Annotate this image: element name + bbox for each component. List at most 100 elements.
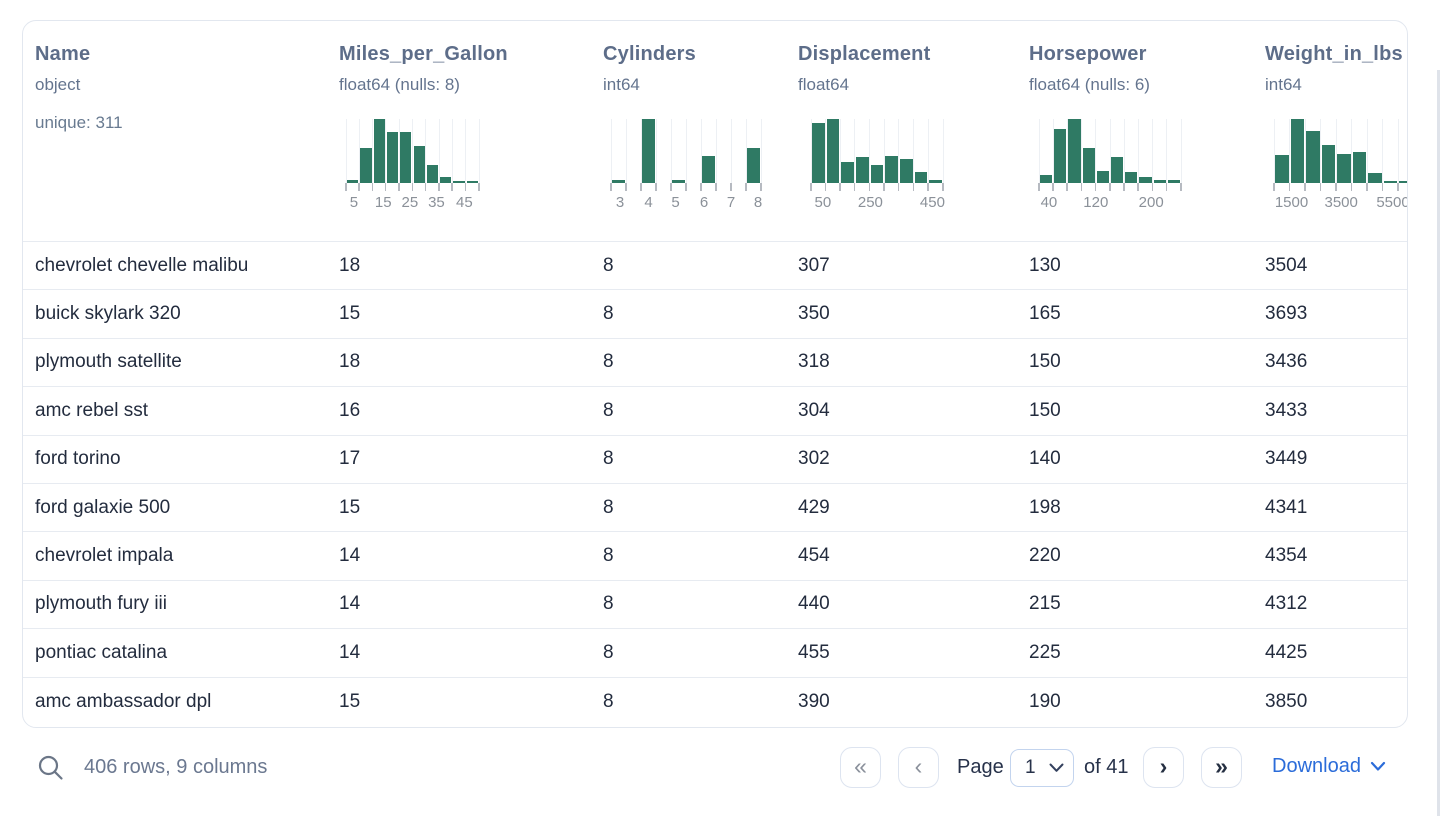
- cell-weight[interactable]: 3504: [1265, 254, 1308, 276]
- table-row[interactable]: amc rebel sst 16 8 304 150 3433: [23, 387, 1407, 436]
- cell-displacement[interactable]: 302: [798, 448, 830, 470]
- column-header-displacement[interactable]: Displacement float64 50 250 450: [786, 21, 1017, 241]
- cell-weight[interactable]: 3693: [1265, 303, 1308, 325]
- cell-miles-per-gallon[interactable]: 15: [339, 496, 361, 518]
- download-button[interactable]: Download: [1272, 755, 1386, 778]
- cell-cylinders[interactable]: 8: [603, 496, 614, 518]
- cell-displacement[interactable]: 454: [798, 545, 830, 567]
- table-row[interactable]: ford torino 17 8 302 140 3449: [23, 436, 1407, 484]
- cell-miles-per-gallon[interactable]: 14: [339, 641, 361, 663]
- page-count-label: of 41: [1084, 756, 1129, 778]
- cell-cylinders[interactable]: 8: [603, 593, 614, 615]
- column-header-horsepower[interactable]: Horsepower float64 (nulls: 6) 40 120 200: [1017, 21, 1253, 241]
- cell-name[interactable]: ford galaxie 500: [35, 496, 171, 518]
- cell-cylinders[interactable]: 8: [603, 303, 614, 325]
- cell-name[interactable]: plymouth satellite: [35, 351, 182, 373]
- cell-name[interactable]: chevrolet chevelle malibu: [35, 254, 249, 276]
- table-row[interactable]: buick skylark 320 15 8 350 165 3693: [23, 290, 1407, 339]
- cell-displacement[interactable]: 304: [798, 399, 830, 421]
- column-title: Miles_per_Gallon: [339, 43, 508, 65]
- table-row[interactable]: chevrolet chevelle malibu 18 8 307 130 3…: [23, 242, 1407, 291]
- cell-horsepower[interactable]: 225: [1029, 641, 1061, 663]
- cell-displacement[interactable]: 350: [798, 303, 830, 325]
- cell-weight[interactable]: 3433: [1265, 399, 1308, 421]
- table-row[interactable]: pontiac catalina 14 8 455 225 4425: [23, 629, 1407, 678]
- page-number-select[interactable]: 1: [1010, 749, 1074, 787]
- cell-cylinders[interactable]: 8: [603, 254, 614, 276]
- cell-weight[interactable]: 3850: [1265, 690, 1308, 712]
- next-page-button[interactable]: ›: [1143, 747, 1184, 788]
- column-header-weight-in-lbs[interactable]: Weight_in_lbs int64 1500 3500 5500: [1253, 21, 1407, 241]
- column-title: Horsepower: [1029, 43, 1147, 65]
- row-column-summary: 406 rows, 9 columns: [84, 756, 268, 778]
- cell-horsepower[interactable]: 215: [1029, 593, 1061, 615]
- horsepower-histogram: 40 120 200: [1038, 119, 1182, 212]
- cell-miles-per-gallon[interactable]: 17: [339, 448, 361, 470]
- cell-miles-per-gallon[interactable]: 15: [339, 303, 361, 325]
- cell-horsepower[interactable]: 190: [1029, 690, 1061, 712]
- table-header-row: Name object unique: 311 Miles_per_Gallon…: [23, 21, 1407, 242]
- cell-name[interactable]: amc rebel sst: [35, 399, 148, 421]
- cell-displacement[interactable]: 440: [798, 593, 830, 615]
- cell-weight[interactable]: 3436: [1265, 351, 1308, 373]
- cell-horsepower[interactable]: 150: [1029, 399, 1061, 421]
- cell-displacement[interactable]: 455: [798, 641, 830, 663]
- cell-cylinders[interactable]: 8: [603, 399, 614, 421]
- cell-displacement[interactable]: 390: [798, 690, 830, 712]
- cell-miles-per-gallon[interactable]: 18: [339, 254, 361, 276]
- cell-cylinders[interactable]: 8: [603, 641, 614, 663]
- search-icon[interactable]: [36, 753, 66, 783]
- cell-miles-per-gallon[interactable]: 14: [339, 593, 361, 615]
- cell-displacement[interactable]: 429: [798, 496, 830, 518]
- cell-horsepower[interactable]: 220: [1029, 545, 1061, 567]
- column-title: Displacement: [798, 43, 931, 65]
- cell-miles-per-gallon[interactable]: 18: [339, 351, 361, 373]
- table-row[interactable]: plymouth satellite 18 8 318 150 3436: [23, 339, 1407, 388]
- cell-weight[interactable]: 3449: [1265, 448, 1308, 470]
- cell-cylinders[interactable]: 8: [603, 351, 614, 373]
- table-body: chevrolet chevelle malibu 18 8 307 130 3…: [23, 242, 1407, 726]
- table-row[interactable]: plymouth fury iii 14 8 440 215 4312: [23, 581, 1407, 630]
- column-title: Cylinders: [603, 43, 696, 65]
- cell-miles-per-gallon[interactable]: 14: [339, 545, 361, 567]
- cell-weight[interactable]: 4312: [1265, 593, 1308, 615]
- cell-weight[interactable]: 4425: [1265, 641, 1308, 663]
- cell-horsepower[interactable]: 140: [1029, 448, 1061, 470]
- table-row[interactable]: ford galaxie 500 15 8 429 198 4341: [23, 484, 1407, 533]
- cell-name[interactable]: pontiac catalina: [35, 641, 168, 663]
- column-dtype: object: [35, 75, 81, 94]
- cell-name[interactable]: amc ambassador dpl: [35, 690, 212, 712]
- cell-name[interactable]: plymouth fury iii: [35, 593, 167, 615]
- column-unique-count: unique: 311: [35, 113, 123, 132]
- cell-cylinders[interactable]: 8: [603, 545, 614, 567]
- last-page-button[interactable]: »: [1201, 747, 1242, 788]
- cell-displacement[interactable]: 318: [798, 351, 830, 373]
- first-page-button[interactable]: «: [840, 747, 881, 788]
- previous-page-button[interactable]: ‹: [898, 747, 939, 788]
- column-header-miles-per-gallon[interactable]: Miles_per_Gallon float64 (nulls: 8) 5 15 2…: [327, 21, 591, 241]
- cell-name[interactable]: chevrolet impala: [35, 545, 174, 567]
- cell-displacement[interactable]: 307: [798, 254, 830, 276]
- cell-horsepower[interactable]: 130: [1029, 254, 1061, 276]
- column-dtype: float64 (nulls: 6): [1029, 75, 1150, 94]
- table-row[interactable]: amc ambassador dpl 15 8 390 190 3850: [23, 678, 1407, 726]
- cell-horsepower[interactable]: 198: [1029, 496, 1061, 518]
- adjacent-panel-edge: [1437, 70, 1440, 816]
- cell-weight[interactable]: 4341: [1265, 496, 1308, 518]
- cell-cylinders[interactable]: 8: [603, 690, 614, 712]
- cell-cylinders[interactable]: 8: [603, 448, 614, 470]
- cell-name[interactable]: buick skylark 320: [35, 303, 181, 325]
- cell-name[interactable]: ford torino: [35, 448, 121, 470]
- cell-miles-per-gallon[interactable]: 15: [339, 690, 361, 712]
- data-table-card: Name object unique: 311 Miles_per_Gallon…: [22, 20, 1408, 728]
- column-dtype: int64: [603, 75, 640, 94]
- cell-horsepower[interactable]: 165: [1029, 303, 1061, 325]
- cell-miles-per-gallon[interactable]: 16: [339, 399, 361, 421]
- cell-horsepower[interactable]: 150: [1029, 351, 1061, 373]
- column-header-name[interactable]: Name object unique: 311: [23, 21, 327, 241]
- table-row[interactable]: chevrolet impala 14 8 454 220 4354: [23, 532, 1407, 581]
- displacement-histogram: 50 250 450: [810, 119, 945, 212]
- footer-bar: 406 rows, 9 columns « ‹ Page 1 of 41 › »…: [0, 728, 1444, 816]
- cell-weight[interactable]: 4354: [1265, 545, 1308, 567]
